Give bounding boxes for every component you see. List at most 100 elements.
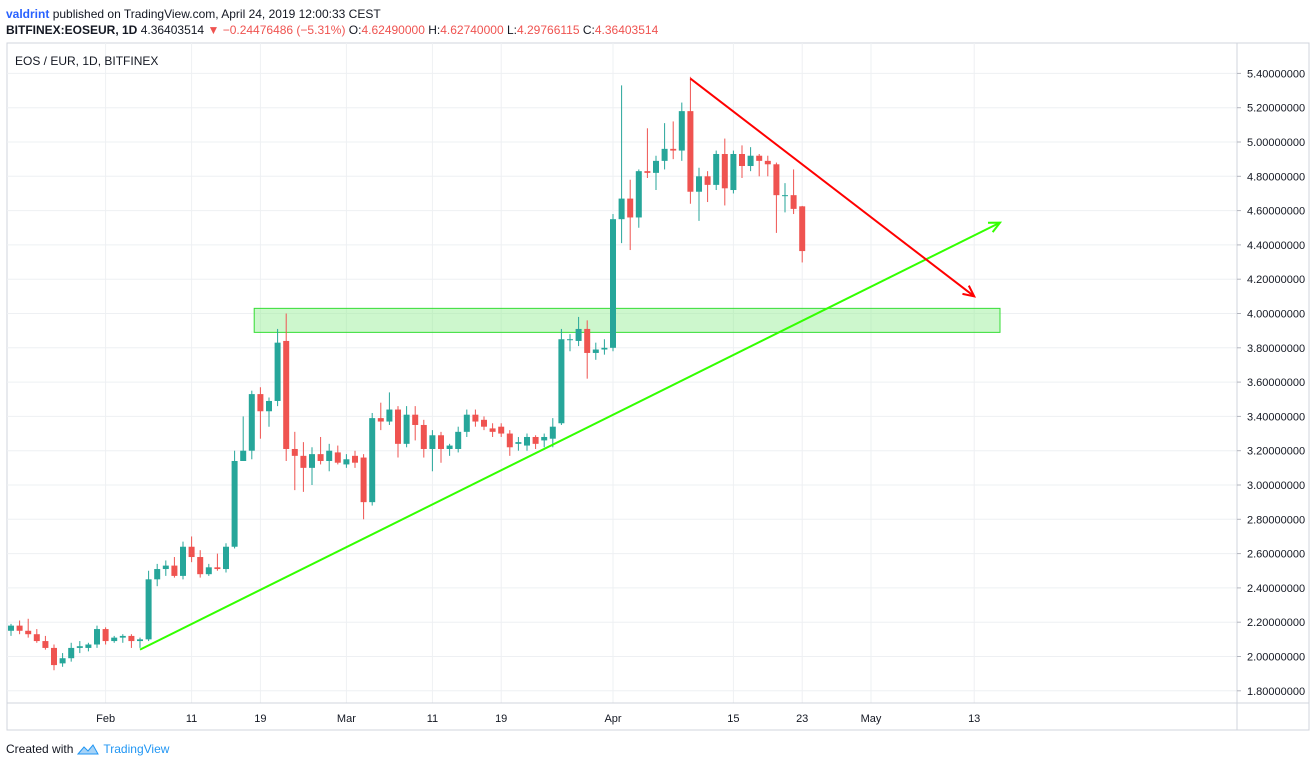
candle-down — [472, 414, 479, 422]
candle-down — [790, 195, 797, 209]
y-tick-label: 3.80000000 — [1247, 343, 1305, 355]
candle-down — [33, 634, 40, 642]
candle-down — [283, 340, 290, 449]
x-tick-label: Apr — [604, 713, 621, 725]
y-tick-label: 4.80000000 — [1247, 171, 1305, 183]
chart-frame — [6, 42, 1310, 731]
chart-header: valdrint published on TradingView.com, A… — [6, 6, 658, 38]
candle-down — [584, 328, 591, 353]
y-tick-label: 3.00000000 — [1247, 480, 1305, 492]
candle-down — [506, 433, 513, 448]
candle-down — [128, 635, 135, 642]
candle-up — [248, 394, 255, 451]
tradingview-brand[interactable]: TradingView — [103, 742, 170, 756]
candle-down — [756, 155, 763, 161]
last-price: 4.36403514 — [140, 23, 205, 37]
open-label: O: — [348, 23, 362, 37]
publish-line: valdrint published on TradingView.com, A… — [6, 6, 658, 22]
candle-down — [773, 164, 780, 196]
candle-down — [334, 452, 341, 463]
support-zone-rect — [253, 307, 1001, 333]
candle-up — [369, 418, 376, 503]
y-tick-label: 3.20000000 — [1247, 446, 1305, 458]
candle-up — [240, 450, 247, 461]
candle-up — [567, 339, 573, 341]
candle-down — [377, 418, 384, 422]
candle-down — [300, 455, 307, 468]
candle-up — [119, 635, 126, 638]
candle-up — [266, 400, 272, 412]
x-tick-label: May — [861, 713, 882, 725]
x-tick-label: Mar — [337, 713, 356, 725]
close-label: C: — [582, 23, 595, 37]
ohlc-line: BITFINEX:EOSEUR, 1D 4.36403514 ▼ −0.2447… — [6, 22, 658, 38]
candle-down — [438, 435, 444, 449]
x-tick-label: 19 — [495, 713, 507, 725]
candle-up — [59, 658, 66, 664]
candle-up — [309, 454, 315, 468]
y-tick-label: 5.20000000 — [1247, 103, 1305, 115]
y-tick-label: 3.60000000 — [1247, 377, 1305, 389]
high-label: H: — [428, 23, 441, 37]
candle-up — [446, 445, 453, 449]
author-name[interactable]: valdrint — [6, 7, 50, 21]
candle-up — [635, 171, 642, 218]
candle-down — [721, 154, 728, 189]
x-tick-label: 19 — [254, 713, 266, 725]
candle-down — [498, 426, 505, 434]
y-tick-label: 2.20000000 — [1247, 617, 1305, 629]
candle-down — [412, 414, 419, 425]
candle-down — [291, 448, 298, 456]
candle-down — [687, 111, 694, 192]
trend-lines — [139, 77, 1003, 651]
y-tick-label: 4.00000000 — [1247, 309, 1305, 321]
candle-up — [653, 160, 659, 173]
candle-down — [420, 424, 427, 449]
x-tick-label: 15 — [727, 713, 739, 725]
y-tick-label: 4.60000000 — [1247, 206, 1305, 218]
candle-down — [799, 206, 806, 252]
candle-down — [51, 647, 57, 666]
candle-down — [670, 148, 677, 151]
candle-up — [713, 154, 720, 185]
y-tick-label: 2.00000000 — [1247, 652, 1305, 664]
candle-up — [455, 431, 462, 449]
price-change: −0.24476486 (−5.31%) — [222, 23, 346, 37]
candle-up — [274, 342, 281, 401]
candle-up — [541, 436, 548, 441]
candle-up — [223, 546, 229, 570]
candle-down — [16, 625, 23, 631]
candle-up — [231, 460, 238, 547]
candle-down — [627, 198, 634, 218]
candle-up — [696, 176, 702, 192]
candle-up — [180, 546, 186, 576]
low-label: L: — [506, 23, 517, 37]
candle-down — [197, 557, 204, 575]
candle-up — [343, 459, 350, 465]
footer: Created with TradingView — [6, 742, 169, 756]
candle-up — [610, 219, 616, 348]
candle-up — [601, 347, 608, 350]
candle-up — [782, 195, 788, 197]
candle-up — [68, 647, 75, 659]
candle-up — [145, 579, 152, 640]
resistance-trend-line — [689, 77, 975, 298]
candle-down — [171, 565, 178, 576]
candle-up — [730, 154, 737, 191]
candle-up — [515, 442, 522, 444]
candle-down — [532, 436, 539, 444]
y-tick-label: 5.40000000 — [1247, 68, 1305, 80]
candle-up — [678, 111, 685, 151]
candle-down — [764, 160, 771, 165]
low-value: 4.29766115 — [516, 23, 580, 37]
x-axis: Feb 11 19 Mar 11 19 Apr 15 23 May 13 — [96, 713, 980, 725]
candle-up — [403, 414, 410, 444]
candle-up — [162, 565, 169, 570]
close-value: 4.36403514 — [594, 23, 659, 37]
chart-title: EOS / EUR, 1D, BITFINEX — [15, 54, 158, 68]
candle-up — [592, 349, 599, 353]
candle-up — [111, 637, 118, 642]
candle-up — [661, 148, 668, 161]
candle-up — [85, 644, 92, 648]
